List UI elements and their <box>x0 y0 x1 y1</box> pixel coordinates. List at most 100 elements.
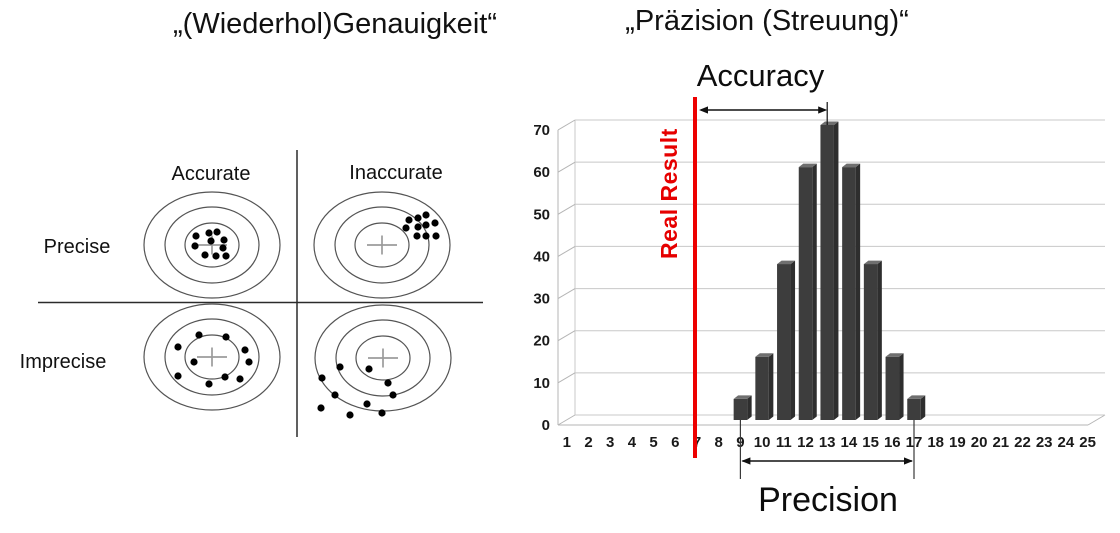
bar-top-face <box>863 260 882 265</box>
shot-dot <box>346 411 354 419</box>
bars <box>733 121 926 420</box>
x-tick-label: 5 <box>649 434 657 451</box>
bar-side-face <box>877 260 882 420</box>
y-tick-label: 50 <box>533 206 550 223</box>
bar-front-face <box>863 264 878 420</box>
side-wall-connector <box>557 161 576 173</box>
bar-top-face <box>885 353 904 357</box>
bar-10 <box>755 353 774 420</box>
bar-front-face <box>777 264 791 420</box>
bar-side-face <box>747 395 752 420</box>
column-label-accurate: Accurate <box>171 163 251 185</box>
shot-dot <box>192 232 200 240</box>
bar-top-face <box>798 163 817 168</box>
shot-dot <box>384 379 392 387</box>
x-tick-label: 11 <box>776 434 792 451</box>
arrowhead-icon <box>699 106 708 114</box>
precision-histogram: 0102030405060701234567891011121314151617… <box>533 97 1106 479</box>
column-label-inaccurate: Inaccurate <box>349 162 443 184</box>
shot-dot <box>191 242 199 250</box>
quadrant-target-diagram <box>38 150 483 437</box>
shot-dot <box>414 223 422 231</box>
x-tick-label: 20 <box>971 434 988 451</box>
x-tick-label: 22 <box>1014 434 1031 451</box>
y-tick-label: 20 <box>533 333 550 350</box>
side-wall-connector <box>557 203 576 215</box>
bar-front-face <box>798 167 813 420</box>
x-tick-label: 8 <box>715 434 723 451</box>
x-tick-label: 2 <box>584 434 592 451</box>
bar-13 <box>820 121 839 420</box>
shot-dot <box>336 363 344 371</box>
target-ring <box>355 335 411 381</box>
accuracy-arrow <box>699 102 828 125</box>
arrowhead-icon <box>741 457 751 465</box>
shot-dot <box>363 400 371 408</box>
target-ring <box>334 206 430 284</box>
shot-dot <box>432 232 440 240</box>
shot-dot <box>174 372 182 380</box>
side-wall-connector <box>557 372 576 384</box>
shot-dot <box>422 211 430 219</box>
shot-dot <box>220 236 228 244</box>
shot-dot <box>190 358 198 366</box>
bar-side-face <box>899 353 904 420</box>
bar-front-face <box>733 398 748 420</box>
x-tick-label: 19 <box>949 434 966 451</box>
shot-dot <box>405 216 413 224</box>
shot-dot <box>389 391 397 399</box>
shot-dot <box>318 374 326 382</box>
x-tick-label: 1 <box>563 434 571 451</box>
bar-side-face <box>790 260 796 420</box>
x-tick-label: 14 <box>841 434 858 451</box>
bar-top-face <box>907 395 926 399</box>
gridlines <box>575 119 1105 416</box>
target-ring <box>164 206 260 284</box>
target-ring <box>335 319 431 397</box>
shot-dot <box>207 237 215 245</box>
x-tick-label: 3 <box>606 434 614 451</box>
plot-walls <box>557 119 1106 426</box>
bar-14 <box>842 163 861 420</box>
x-tick-label: 23 <box>1036 434 1053 451</box>
target-precise-accurate <box>143 191 281 299</box>
shot-dot <box>212 252 220 260</box>
bar-front-face <box>820 125 834 420</box>
x-tick-label: 25 <box>1079 434 1096 451</box>
bar-side-face <box>855 163 861 420</box>
target-ring <box>354 222 410 268</box>
right-title: „Präzision (Streuung)“ <box>625 5 909 37</box>
shot-dot <box>317 404 325 412</box>
bar-11 <box>777 260 796 420</box>
x-tick-label: 24 <box>1058 434 1075 451</box>
bar-side-face <box>812 163 817 420</box>
shot-dot <box>331 391 339 399</box>
shot-dot <box>431 219 439 227</box>
side-wall-connector <box>557 119 576 131</box>
shot-dot <box>221 373 229 381</box>
x-tick-label: 4 <box>628 434 637 451</box>
bar-top-face <box>777 260 796 265</box>
real-result-line-label: Real Result <box>656 128 682 259</box>
bar-front-face <box>755 356 769 420</box>
x-tick-label: 18 <box>927 434 944 451</box>
target-imprecise-inaccurate <box>314 304 452 419</box>
y-tick-label: 60 <box>533 164 550 181</box>
shot-dot <box>236 375 244 383</box>
bar-side-face <box>833 121 839 420</box>
x-tick-label: 16 <box>884 434 901 451</box>
y-tick-label: 70 <box>533 122 550 139</box>
y-tick-label: 30 <box>533 291 550 308</box>
shot-dot <box>245 358 253 366</box>
row-label-imprecise: Imprecise <box>19 351 107 373</box>
bar-16 <box>885 353 904 420</box>
bar-top-face <box>842 163 861 168</box>
bar-9 <box>733 395 752 420</box>
shot-dot <box>422 232 430 240</box>
x-tick-label: 10 <box>754 434 771 451</box>
bar-side-face <box>768 353 774 420</box>
target-imprecise-accurate <box>143 303 281 411</box>
precision-annotation-label: Precision <box>758 481 898 519</box>
bar-12 <box>798 163 817 420</box>
